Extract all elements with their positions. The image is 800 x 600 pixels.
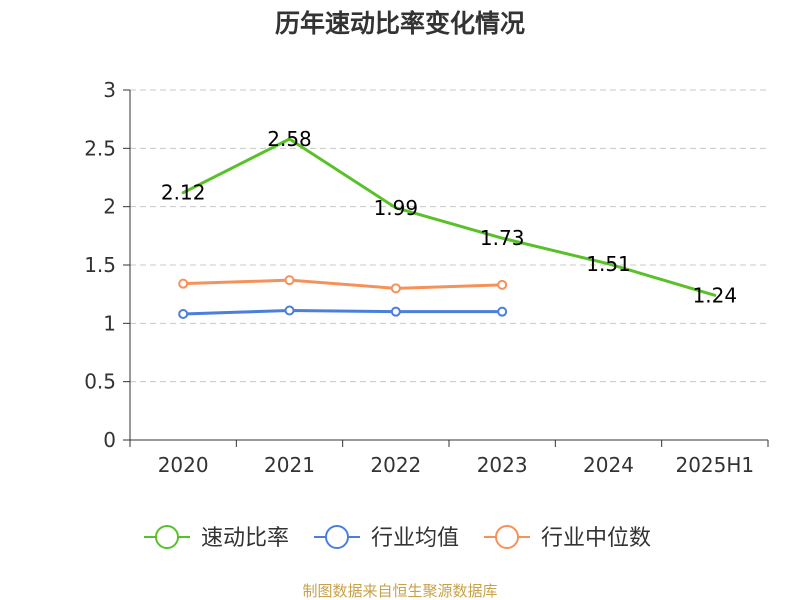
axes: 0 0.5 1 1.5 2 2.5 3 2020 2021 2022 2023 2024 2025H1 [84,78,769,477]
grid [130,89,768,383]
series-line-0 [181,137,717,297]
series-point-2 [178,278,189,289]
legend-label: 行业均值 [371,526,459,551]
series-point-2 [390,283,401,294]
data-label: 1.73 [480,226,525,250]
y-tick-label: 3 [103,78,116,102]
y-tick-label: 1.5 [84,253,116,277]
x-tick-label: 2023 [477,453,528,477]
series-point-2 [497,279,508,290]
legend-label: 行业中位数 [541,526,651,551]
x-tick-label: 2022 [370,453,421,477]
chart-title: 历年速动比率变化情况 [275,9,525,38]
series-line-2 [181,278,504,290]
source-note: 制图数据来自恒生聚源数据库 [302,582,497,600]
series-point-1 [390,306,401,317]
x-tick-label: 2024 [583,453,634,477]
legend: 速动比率 行业均值 行业中位数 [144,525,651,551]
series-point-2 [284,275,295,286]
y-tick-label: 0.5 [84,370,116,394]
y-tick-label: 0 [103,428,116,452]
data-label: 1.99 [374,196,419,220]
legend-item-2[interactable]: 行业中位数 [484,525,651,551]
series-point-1 [178,309,189,319]
y-tick-label: 2.5 [84,136,116,160]
data-label: 1.51 [586,252,631,276]
data-label: 2.58 [267,127,312,151]
data-label: 2.12 [161,181,206,205]
legend-swatch-marker [325,525,349,549]
x-tick-label: 2025H1 [675,453,754,477]
series-point-1 [497,306,508,317]
legend-swatch-marker [155,525,179,549]
series-point-1 [284,305,295,316]
x-tick-label: 2021 [264,453,315,477]
legend-label: 速动比率 [201,526,289,551]
series-line-1 [181,309,504,316]
y-tick-label: 2 [103,195,116,219]
legend-item-0[interactable]: 速动比率 [144,525,289,551]
legend-item-1[interactable]: 行业均值 [314,525,459,551]
data-label: 1.24 [693,283,738,307]
data-labels: 2.12 2.58 1.99 1.73 1.51 1.24 [161,127,737,307]
x-tick-label: 2020 [158,453,209,477]
series-layer [178,137,717,319]
legend-swatch-marker [495,525,519,549]
y-tick-label: 1 [103,311,116,335]
